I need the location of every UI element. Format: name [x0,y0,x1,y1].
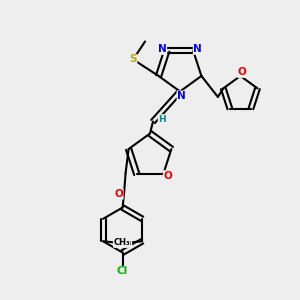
Text: N: N [177,91,186,101]
Text: H: H [158,115,166,124]
Text: CH₃: CH₃ [115,238,132,247]
Text: CH₃: CH₃ [113,238,130,247]
Text: N: N [194,44,202,54]
Text: Cl: Cl [117,266,128,276]
Text: O: O [238,68,246,77]
Text: S: S [129,55,137,64]
Text: O: O [114,189,123,199]
Text: N: N [158,44,167,54]
Text: O: O [164,171,172,181]
